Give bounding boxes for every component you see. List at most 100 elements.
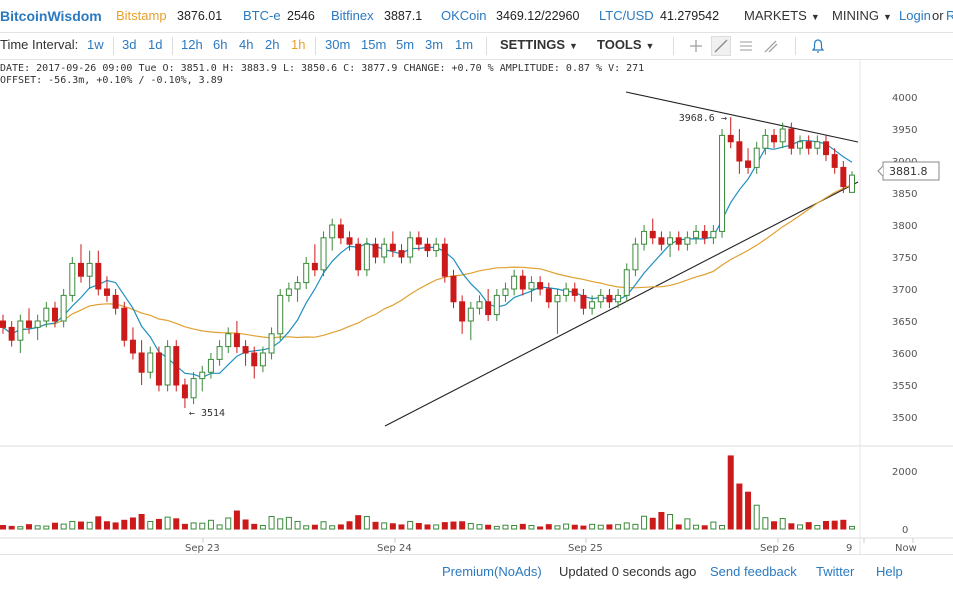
- bell-icon[interactable]: [810, 38, 826, 54]
- candle-body: [138, 352, 145, 373]
- price-chart[interactable]: 3500355036003650370037503800385039003950…: [0, 60, 953, 554]
- interval-3m[interactable]: 3m: [425, 37, 444, 52]
- interval-1h[interactable]: 1h: [291, 37, 306, 52]
- volume-bar: [77, 521, 84, 530]
- divider: [315, 37, 316, 55]
- interval-1w[interactable]: 1w: [87, 37, 104, 52]
- premium-link[interactable]: Premium(NoAds): [442, 564, 542, 579]
- help-link[interactable]: Help: [876, 564, 903, 579]
- exchange-ltcusd-link[interactable]: LTC/USD: [599, 8, 654, 23]
- candle-body: [589, 301, 596, 309]
- volume-bar: [424, 524, 431, 530]
- draw-line-icon[interactable]: [711, 36, 731, 56]
- price-tick-label: 3800: [892, 221, 917, 232]
- divider: [795, 37, 796, 55]
- volume-bar: [363, 516, 370, 530]
- candle-body: [433, 243, 440, 252]
- chart-grid: [0, 60, 953, 554]
- candle-body: [814, 141, 821, 149]
- markets-menu-label: MARKETS: [744, 8, 807, 23]
- divider: [486, 37, 487, 55]
- crosshair-icon[interactable]: [688, 38, 704, 54]
- tools-menu[interactable]: TOOLS ▼: [597, 37, 654, 52]
- annotations: 3968.6 → ← 3514: [189, 113, 727, 419]
- interval-30m[interactable]: 30m: [325, 37, 351, 52]
- candle-body: [675, 237, 682, 245]
- volume-bar: [147, 520, 154, 530]
- or-text: or: [932, 8, 944, 23]
- candle-body: [225, 333, 232, 348]
- candle-body: [311, 262, 318, 271]
- exchange-btce-link[interactable]: BTC-e: [243, 8, 281, 23]
- candle-body: [43, 307, 50, 322]
- volume-bar: [849, 525, 855, 530]
- exchange-okcoin-link[interactable]: OKCoin: [441, 8, 487, 23]
- volume-bar: [649, 517, 656, 530]
- candle-body: [95, 262, 102, 290]
- volume-bar: [190, 522, 197, 530]
- time-tick-label: Now: [895, 543, 917, 554]
- candle-body: [389, 243, 396, 252]
- volume-bar: [606, 524, 613, 530]
- interval-1m[interactable]: 1m: [455, 37, 474, 52]
- volume-bar: [485, 524, 492, 530]
- candle-body: [268, 333, 275, 354]
- login-link[interactable]: Login: [899, 8, 931, 23]
- twitter-link[interactable]: Twitter: [816, 564, 855, 579]
- interval-1d[interactable]: 1d: [148, 37, 163, 52]
- candle-body: [537, 282, 544, 290]
- interval-15m[interactable]: 15m: [361, 37, 387, 52]
- volume-bar: [580, 525, 587, 530]
- interval-6h[interactable]: 6h: [213, 37, 228, 52]
- settings-menu[interactable]: SETTINGS ▼: [500, 37, 578, 52]
- candle-body: [190, 378, 197, 399]
- candle-body: [251, 352, 258, 367]
- candle-body: [797, 141, 804, 149]
- volume-bar: [736, 483, 743, 530]
- candle-body: [424, 243, 431, 252]
- volume-bar: [173, 518, 180, 530]
- interval-2h[interactable]: 2h: [265, 37, 280, 52]
- volume-bar: [528, 525, 535, 530]
- volume-bar: [537, 526, 544, 530]
- volume-bar: [545, 524, 552, 530]
- candle-body: [242, 346, 249, 354]
- volume-bar: [112, 522, 119, 530]
- volume-bar: [753, 504, 760, 530]
- volume-bar: [502, 524, 509, 530]
- volume-bar: [831, 520, 838, 530]
- volume-bar: [467, 522, 474, 530]
- volume-bar: [285, 516, 292, 530]
- volume-bar: [294, 520, 301, 530]
- interval-3d[interactable]: 3d: [122, 37, 137, 52]
- interval-12h[interactable]: 12h: [181, 37, 203, 52]
- volume-bar: [199, 522, 206, 530]
- candle-body: [476, 301, 483, 309]
- interval-4h[interactable]: 4h: [239, 37, 254, 52]
- volume-bar: [103, 521, 110, 530]
- time-tick-label: 9: [846, 543, 852, 554]
- site-logo[interactable]: BitcoinWisdom: [0, 8, 102, 24]
- volume-bar: [8, 525, 15, 530]
- volume-bar: [129, 517, 136, 530]
- candle-body: [467, 307, 474, 322]
- candle-body: [0, 320, 6, 328]
- send-feedback-link[interactable]: Send feedback: [710, 564, 797, 579]
- candle-body: [337, 224, 344, 239]
- candle-body: [60, 294, 67, 322]
- markets-menu[interactable]: MARKETS ▼: [744, 8, 820, 23]
- candle-body: [753, 147, 760, 168]
- volume-bar: [779, 518, 786, 530]
- volume-bar: [519, 523, 526, 530]
- mining-menu[interactable]: MINING ▼: [832, 8, 892, 23]
- register-link[interactable]: R: [946, 8, 953, 23]
- fibonacci-icon[interactable]: [738, 38, 754, 54]
- interval-5m[interactable]: 5m: [396, 37, 415, 52]
- volume-bar: [667, 514, 674, 530]
- exchange-bitstamp-link[interactable]: Bitstamp: [116, 8, 167, 23]
- candle-body: [571, 288, 578, 296]
- exchange-bitfinex-link[interactable]: Bitfinex: [331, 8, 374, 23]
- candle-body: [762, 134, 769, 149]
- candle-body: [719, 134, 726, 232]
- pencil-icon[interactable]: [763, 38, 779, 54]
